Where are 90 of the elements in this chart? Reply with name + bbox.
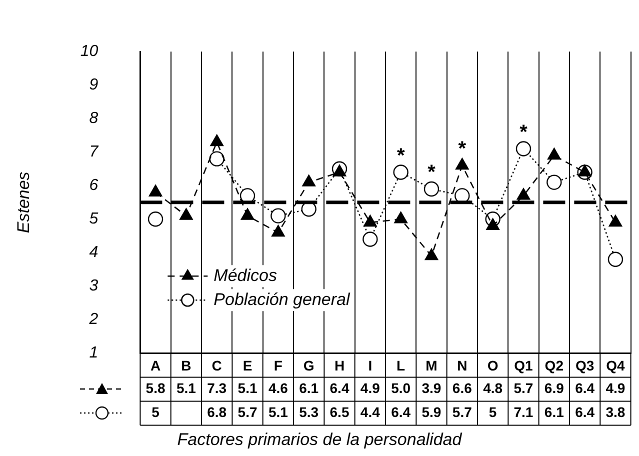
point xyxy=(455,158,469,170)
data-label: 5.1 xyxy=(238,380,258,396)
legend-label: Médicos xyxy=(214,266,278,285)
data-label: 5 xyxy=(488,404,497,420)
data-label: 5.1 xyxy=(268,404,288,420)
point xyxy=(424,181,440,197)
data-label: 5.8 xyxy=(146,380,166,396)
annotation: * xyxy=(520,121,528,144)
data-label: 4.9 xyxy=(606,380,626,396)
x-tick-label: F xyxy=(274,357,283,374)
data-label: 4.6 xyxy=(268,380,288,396)
point xyxy=(608,252,624,267)
y-tick-label: 5 xyxy=(89,210,98,228)
x-tick-label: E xyxy=(242,357,252,374)
point xyxy=(270,208,286,224)
y-tick-label: 3 xyxy=(89,278,98,295)
data-label: 6.5 xyxy=(330,404,350,420)
x-tick-label: Q2 xyxy=(544,357,564,374)
data-label: 5.0 xyxy=(391,380,411,396)
data-label: 4.9 xyxy=(360,380,380,396)
x-tick-label: O xyxy=(487,357,498,374)
data-label: 6.4 xyxy=(330,380,350,396)
point xyxy=(516,141,532,156)
point xyxy=(394,212,408,224)
data-label: 5.7 xyxy=(452,404,472,420)
y-tick-label: 9 xyxy=(89,76,98,94)
x-tick-label: I xyxy=(368,357,372,374)
y-tick-label: 10 xyxy=(80,43,98,60)
x-tick-label: C xyxy=(212,357,222,374)
y-tick-label: 1 xyxy=(89,344,98,362)
data-label: 6.6 xyxy=(452,380,472,396)
point xyxy=(364,214,377,227)
y-tick-label: 8 xyxy=(89,110,98,128)
data-label: 5 xyxy=(152,404,160,420)
point xyxy=(393,164,408,180)
point xyxy=(240,208,254,220)
x-tick-label: L xyxy=(396,357,406,374)
annotation: * xyxy=(396,144,405,167)
point xyxy=(546,174,562,190)
data-label: 6.1 xyxy=(544,404,564,420)
data-label: 7.1 xyxy=(514,404,534,420)
data-label: 5.7 xyxy=(514,380,534,396)
data-label: 4.8 xyxy=(483,380,503,396)
y-tick-label: 6 xyxy=(89,177,98,194)
data-label: 3.9 xyxy=(422,380,442,396)
point xyxy=(486,218,500,230)
x-tick-label: N xyxy=(457,357,468,374)
point xyxy=(608,214,622,227)
point xyxy=(547,148,561,160)
data-label: 6.8 xyxy=(207,404,227,420)
point xyxy=(362,232,378,247)
point xyxy=(209,151,224,166)
x-tick-label: Q1 xyxy=(514,357,534,374)
data-label: 6.1 xyxy=(299,380,319,396)
y-axis-title: Estenes xyxy=(14,171,33,234)
annotation: * xyxy=(458,138,466,160)
y-tick-label: 7 xyxy=(89,144,100,161)
x-tick-label: M xyxy=(426,357,438,374)
x-tick-label: Q3 xyxy=(575,357,594,374)
y-tick-label: 2 xyxy=(88,311,98,328)
x-tick-label: A xyxy=(150,357,161,374)
legend-label: Población general xyxy=(214,290,351,309)
data-label: 5.3 xyxy=(299,404,319,420)
x-tick-label: B xyxy=(181,357,192,374)
x-tick-label: G xyxy=(303,357,314,374)
data-label: 6.4 xyxy=(575,380,595,396)
point xyxy=(180,208,193,220)
data-label: 4.4 xyxy=(360,404,380,420)
point xyxy=(332,164,346,176)
data-label: 6.4 xyxy=(575,404,595,420)
x-tick-label: H xyxy=(334,357,345,374)
data-label: 5.1 xyxy=(176,380,196,396)
x-tick-label: Q4 xyxy=(606,357,626,374)
data-label: 5.9 xyxy=(422,404,442,420)
data-label: 3.8 xyxy=(606,404,626,420)
annotation: * xyxy=(428,162,436,184)
y-tick-label: 4 xyxy=(89,244,98,262)
x-axis-title: Factores primarios de la personalidad xyxy=(176,430,464,450)
point xyxy=(424,248,438,260)
point xyxy=(272,224,285,237)
data-label: 6.4 xyxy=(391,404,411,420)
point xyxy=(148,212,164,227)
data-label: 7.3 xyxy=(207,380,227,396)
point xyxy=(516,188,530,200)
point xyxy=(302,174,316,186)
point xyxy=(148,184,162,196)
data-label: 6.9 xyxy=(544,380,564,396)
point xyxy=(210,134,224,146)
data-label: 5.7 xyxy=(238,404,258,420)
point xyxy=(578,164,592,176)
